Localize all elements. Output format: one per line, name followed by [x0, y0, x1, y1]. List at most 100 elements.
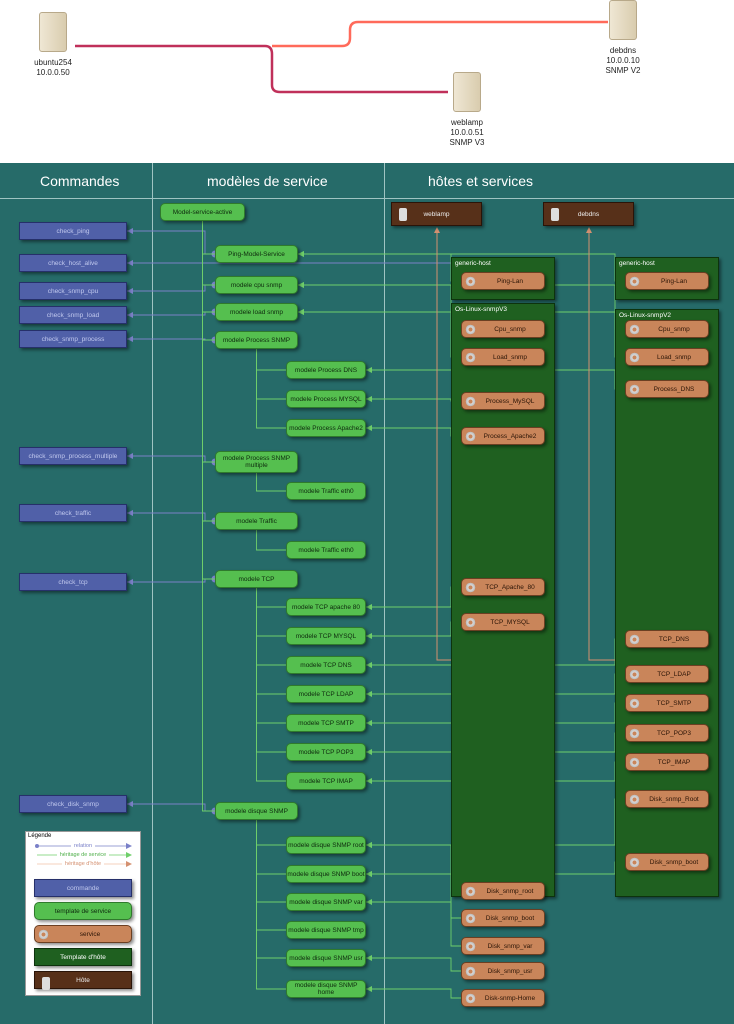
service-node[interactable]: TCP_POP3 — [625, 724, 709, 742]
service-node[interactable]: Disk_snmp_usr — [461, 962, 545, 980]
service-template-node[interactable]: modele load snmp — [215, 303, 298, 321]
legend-title: Légende — [28, 833, 52, 839]
service-template-node[interactable]: modele Process MYSQL — [286, 390, 366, 408]
command-node[interactable]: check_ping — [19, 222, 127, 240]
service-node[interactable]: Disk_snmp_Root — [625, 790, 709, 808]
relation-edge — [127, 455, 215, 463]
column-header-commands: Commandes — [40, 173, 120, 189]
service-node[interactable]: Process_DNS — [625, 380, 709, 398]
service-template-node[interactable]: Model-service-active — [160, 203, 245, 221]
relation-edge — [127, 512, 215, 522]
service-node[interactable]: Disk_snmp_var — [461, 937, 545, 955]
service-template-node[interactable]: modele TCP DNS — [286, 656, 366, 674]
service-template-node[interactable]: modele cpu snmp — [215, 276, 298, 294]
service-template-node[interactable]: modele disque SNMP tmp — [286, 921, 366, 939]
gear-icon — [629, 794, 640, 805]
service-template-node[interactable]: modele Process DNS — [286, 361, 366, 379]
gear-icon — [629, 857, 640, 868]
service-template-node[interactable]: modele TCP MYSQL — [286, 627, 366, 645]
relation-edge — [127, 803, 215, 812]
arrowhead — [366, 720, 372, 726]
command-node[interactable]: check_snmp_cpu — [19, 282, 127, 300]
service-template-node[interactable]: modele Process SNMP multiple — [215, 451, 298, 473]
service-node[interactable]: Cpu_snmp — [625, 320, 709, 338]
service-template-node[interactable]: modele Process Apache2 — [286, 419, 366, 437]
command-node[interactable]: check_host_alive — [19, 254, 127, 272]
service-node[interactable]: Load_snmp — [625, 348, 709, 366]
service-template-node[interactable]: modele Process SNMP — [215, 331, 298, 349]
service-template-node[interactable]: modele TCP SMTP — [286, 714, 366, 732]
arrowhead — [366, 691, 372, 697]
server-icon — [453, 72, 481, 112]
service-template-node[interactable]: modele TCP apache 80 — [286, 598, 366, 616]
column-divider — [152, 163, 153, 1024]
gear-icon — [629, 384, 640, 395]
service-node[interactable]: TCP_LDAP — [625, 665, 709, 683]
service-node[interactable]: TCP_IMAP — [625, 753, 709, 771]
host-node-debdns[interactable]: debdns — [543, 202, 634, 226]
service-node[interactable]: Load_snmp — [461, 348, 545, 366]
link-ubuntu-weblamp — [75, 44, 448, 94]
service-node[interactable]: Disk-snmp-Home — [461, 989, 545, 1007]
command-node[interactable]: check_snmp_process — [19, 330, 127, 348]
command-node[interactable]: check_tcp — [19, 573, 127, 591]
server-debdns[interactable]: debdns 10.0.0.10 SNMP V2 — [603, 0, 643, 76]
service-node[interactable]: Ping-Lan — [625, 272, 709, 290]
service-template-node[interactable]: modele TCP IMAP — [286, 772, 366, 790]
legend: Légende relation héritage de service hér… — [25, 831, 141, 996]
service-template-node[interactable]: modele disque SNMP root — [286, 836, 366, 854]
gear-icon — [465, 617, 476, 628]
legend-host-template: Template d'hôte — [34, 948, 132, 966]
service-template-node[interactable]: modele disque SNMP — [215, 802, 298, 820]
legend-host: Hôte — [34, 971, 132, 990]
server-ubuntu254[interactable]: ubuntu254 10.0.0.50 — [33, 12, 73, 78]
service-node[interactable]: Ping-Lan — [461, 272, 545, 290]
arrowhead — [366, 633, 372, 639]
service-node[interactable]: Disk_snmp_root — [461, 882, 545, 900]
service-inheritance-edge — [256, 820, 286, 931]
service-inheritance-edge — [256, 820, 286, 846]
service-template-node[interactable]: modele disque SNMP boot — [286, 865, 366, 883]
service-template-node[interactable]: modele TCP LDAP — [286, 685, 366, 703]
service-node[interactable]: TCP_Apache_80 — [461, 578, 545, 596]
service-template-node[interactable]: Ping-Model-Service — [215, 245, 298, 263]
service-template-node[interactable]: modele TCP POP3 — [286, 743, 366, 761]
arrowhead — [366, 367, 372, 373]
service-node[interactable]: TCP_DNS — [625, 630, 709, 648]
service-node[interactable]: Process_Apache2 — [461, 427, 545, 445]
arrowhead — [366, 604, 372, 610]
host-node-weblamp[interactable]: weblamp — [391, 202, 482, 226]
arrowhead — [366, 955, 372, 961]
service-template-node[interactable]: modele Traffic — [215, 512, 298, 530]
service-inheritance-edge — [256, 588, 286, 782]
service-node[interactable]: Process_MySQL — [461, 392, 545, 410]
arrowhead — [366, 396, 372, 402]
service-template-node[interactable]: modele disque SNMP home — [286, 980, 366, 998]
service-node[interactable]: TCP_MYSQL — [461, 613, 545, 631]
command-node[interactable]: check_traffic — [19, 504, 127, 522]
service-template-node[interactable]: modele TCP — [215, 570, 298, 588]
command-node[interactable]: check_snmp_process_multiple — [19, 447, 127, 465]
service-inheritance-edge — [256, 588, 286, 637]
network-map: ubuntu254 10.0.0.50 debdns 10.0.0.10 SNMP V… — [0, 0, 734, 160]
command-node[interactable]: check_disk_snmp — [19, 795, 127, 813]
arrowhead — [298, 282, 304, 288]
service-template-node[interactable]: modele disque SNMP var — [286, 893, 366, 911]
service-template-node[interactable]: modele Traffic eth0 — [286, 541, 366, 559]
gear-icon — [465, 941, 476, 952]
service-template-node[interactable]: modele Traffic eth0 — [286, 482, 366, 500]
service-template-node[interactable]: modele disque SNMP usr — [286, 949, 366, 967]
service-inheritance-edge — [256, 530, 286, 551]
service-node[interactable]: Disk_snmp_boot — [461, 909, 545, 927]
command-node[interactable]: check_snmp_load — [19, 306, 127, 324]
service-node[interactable]: Disk_snmp_boot — [625, 853, 709, 871]
server-weblamp[interactable]: weblamp 10.0.0.51 SNMP V3 — [447, 72, 487, 148]
link-ubuntu-debdns — [272, 20, 608, 48]
service-inheritance-edge — [366, 586, 461, 608]
service-inheritance-edge — [202, 221, 215, 580]
service-node[interactable]: Cpu_snmp — [461, 320, 545, 338]
gear-icon — [629, 728, 640, 739]
arrowhead — [366, 871, 372, 877]
service-inheritance-edge — [366, 988, 461, 999]
service-node[interactable]: TCP_SMTP — [625, 694, 709, 712]
